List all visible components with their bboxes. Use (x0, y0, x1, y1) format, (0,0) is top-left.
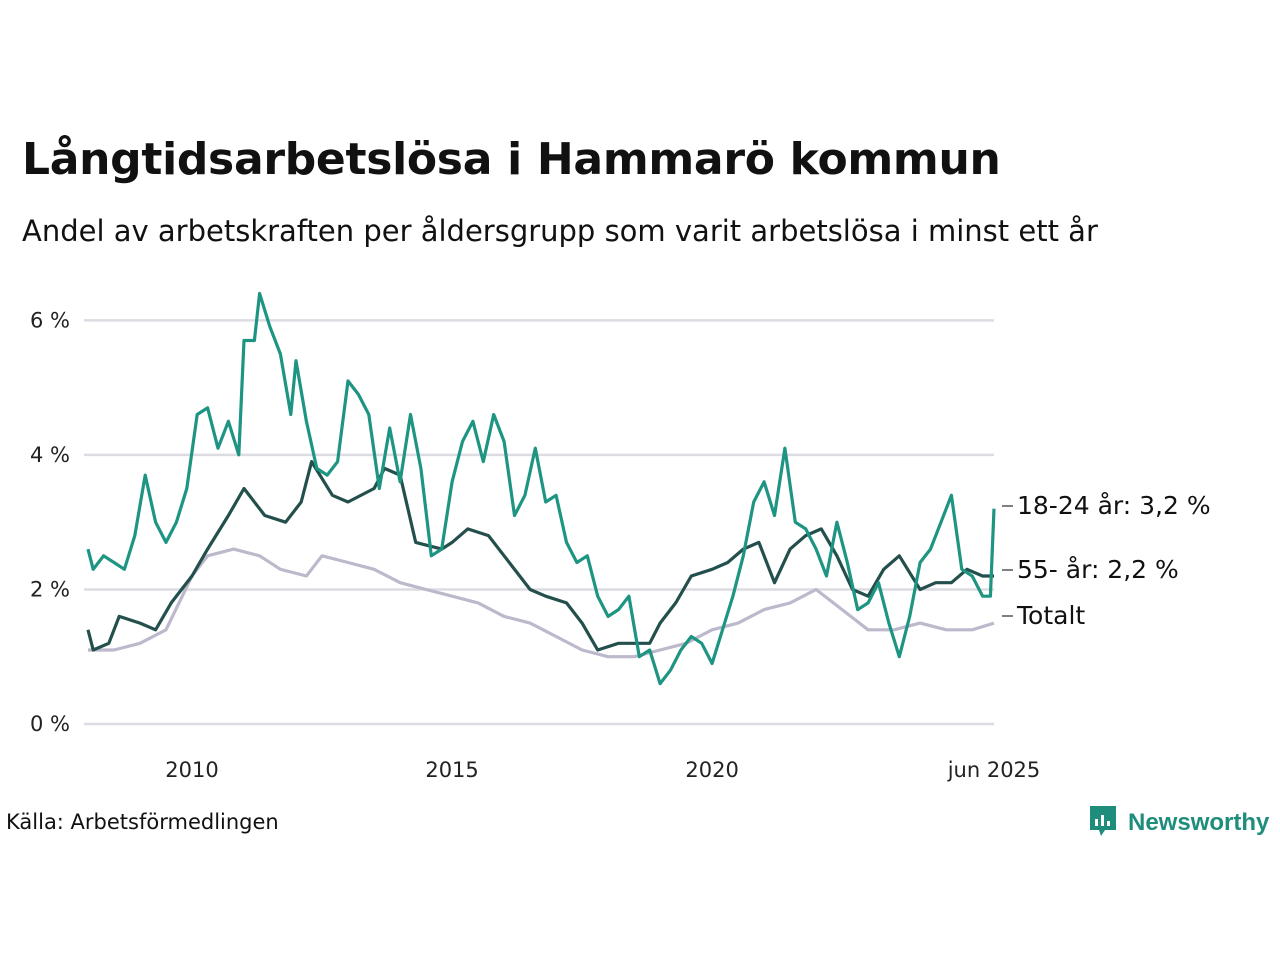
x-axis-tick-labels: 2010 2015 2020 jun 2025 (165, 758, 1040, 782)
newsworthy-logo: Newsworthy (1088, 804, 1269, 842)
series-end-label: 55- år: 2,2 % (1017, 555, 1179, 584)
y-tick-label: 4 % (30, 443, 70, 467)
grid-lines (84, 319, 994, 726)
newsworthy-logo-text: Newsworthy (1128, 809, 1270, 836)
y-tick-label: 2 % (30, 577, 70, 601)
series-line-0 (88, 547, 995, 659)
series-end-label: Totalt (1016, 601, 1085, 630)
source-note: Källa: Arbetsförmedlingen (6, 810, 279, 834)
chart-subtitle: Andel av arbetskraften per åldersgrupp s… (22, 214, 1098, 248)
series-end-label: 18-24 år: 3,2 % (1017, 491, 1211, 520)
series-line-1 (86, 460, 994, 652)
chart-title: Långtidsarbetslösa i Hammarö kommun (22, 134, 1001, 185)
x-tick-label: 2010 (165, 758, 218, 782)
x-tick-label: jun 2025 (947, 758, 1041, 782)
y-tick-label: 0 % (30, 712, 70, 736)
series-lines (86, 291, 996, 686)
x-tick-label: 2020 (685, 758, 738, 782)
series-line-2 (86, 291, 996, 686)
y-axis-tick-labels: 0 % 2 % 4 % 6 % (30, 308, 70, 736)
newsworthy-logo-icon (1088, 804, 1118, 842)
x-tick-label: 2015 (425, 758, 478, 782)
series-end-labels: Totalt 55- år: 2,2 % 18-24 år: 3,2 % (1002, 491, 1211, 630)
y-tick-label: 6 % (30, 308, 70, 332)
